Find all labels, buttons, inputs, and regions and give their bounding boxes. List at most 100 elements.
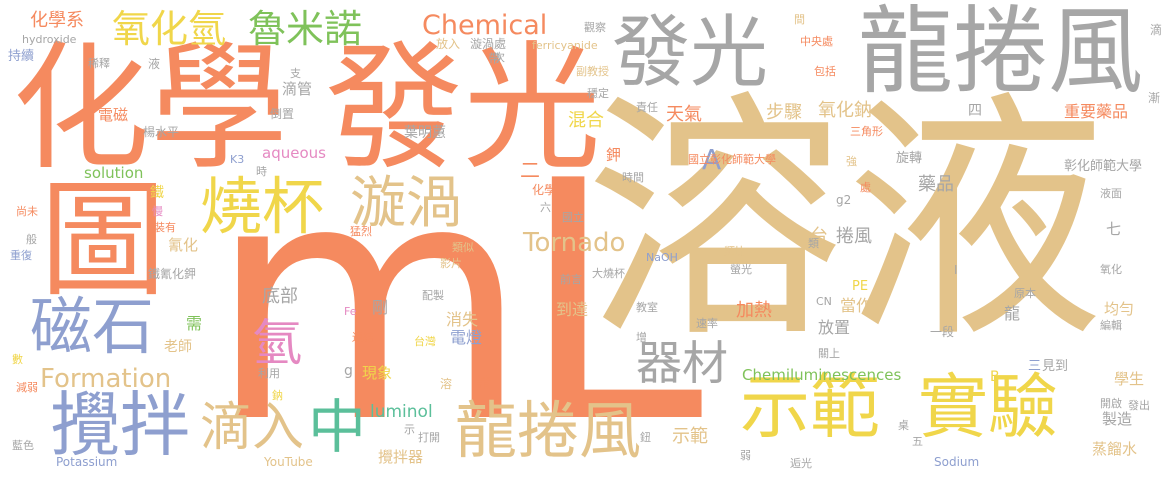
word-qiang: 強 (846, 155, 857, 168)
word-shu: 數 (12, 353, 23, 366)
word-long: 龍 (1004, 304, 1021, 323)
word-yeminghui: 葉明蕙 (404, 125, 446, 141)
word-fe: Fe (344, 305, 357, 318)
word-yaopin: 藥品 (918, 174, 954, 195)
word-leibi: 類比 (724, 245, 746, 258)
word-wu: 五 (912, 435, 923, 448)
word-ci: 次 (494, 51, 505, 64)
word-tornado: Tornado (523, 228, 626, 258)
word-cn: CN (816, 295, 832, 308)
word-man: 慢 (152, 205, 163, 218)
word-tianqi: 天氣 (666, 104, 702, 125)
word-shi-vert: 示 (404, 423, 415, 436)
word-laoshi: 老師 (164, 339, 192, 355)
word-xiaoshi: 消失 (446, 310, 479, 329)
word-jiare: 加熱 (736, 300, 772, 321)
word-xishi: 稀釋 (88, 57, 110, 70)
word-ban: 般 (26, 233, 37, 246)
word-guoli: 國立 (562, 211, 584, 224)
word-aqueous: aqueous (262, 144, 326, 162)
word-zhizao: 製造 (1102, 410, 1133, 428)
word-formation: Formation (40, 364, 172, 394)
word-jian-right: 漸 (1148, 91, 1161, 105)
word-qing-small: 請 (476, 374, 492, 392)
word-bianji: 編輯 (1100, 319, 1122, 332)
word-dakai: 打開 (418, 431, 440, 444)
word-yiduan: 一段 (930, 325, 955, 339)
word-rong-small: 溶 (440, 377, 453, 391)
word-rongye: 溶液 (585, 71, 1105, 373)
word-faguang-tr: 發光 (612, 8, 769, 98)
word-i-letter: I (954, 263, 958, 277)
word-jiaoshi: 教室 (636, 301, 658, 314)
word-daoda: 到達 (556, 300, 589, 319)
word-yuanben: 原本 (1014, 287, 1036, 300)
word-dianci: 電磁 (98, 106, 129, 124)
word-pe: PE (852, 279, 869, 294)
word-jiaobanqi: 攪拌器 (378, 448, 424, 466)
word-dashaobei: 大燒杯 (592, 267, 625, 280)
word-qing: 氫 (244, 316, 302, 366)
word-qianyan: 前言 (560, 273, 582, 286)
word-yanghuana: 氧化鈉 (818, 100, 872, 121)
word-si: 四 (968, 103, 982, 119)
word-shiyan: 實驗 (918, 366, 1058, 448)
word-naoh: NaOH (646, 251, 678, 264)
word-yanghuaqing: 氧化氫 (112, 7, 227, 51)
word-guancha: 觀察 (584, 21, 606, 34)
word-a-big: A (702, 143, 722, 176)
word-k3: K3 (230, 153, 245, 166)
word-qicai: 器材 (636, 336, 728, 390)
word-tu: 圖 (40, 167, 166, 314)
word-na-small: 鈉 (272, 389, 283, 402)
word-dangzuo: 當作 (840, 296, 873, 315)
word-xu: 需 (186, 314, 203, 333)
word-guoli-changhua: 國立彰化師範大學 (688, 153, 776, 166)
word-san: 三 (1028, 359, 1042, 374)
word-jiaoban: 攪拌 (50, 384, 190, 466)
word-shaobei: 燒杯 (200, 170, 325, 243)
word-jia: 鉀 (606, 146, 622, 164)
word-sodium: Sodium (934, 455, 980, 469)
word-qinghua: 氰化 (168, 236, 199, 254)
word-daozhi: 倒置 (270, 107, 295, 121)
word-peizhi: 配製 (422, 289, 444, 302)
word-longjuanfeng-b: 龍捲風 (455, 394, 642, 467)
word-ml: mL (208, 111, 703, 482)
word-dirui: 滴入 (200, 398, 305, 458)
word-tiqinghuajia: 鐵氰化鉀 (148, 267, 197, 281)
word-dai: 帶 (487, 52, 501, 64)
word-chixu: 持續 (8, 49, 35, 64)
word-niu: 鈕 (640, 431, 651, 444)
word-g2: g2 (836, 193, 852, 207)
word-di: 滴 (1150, 23, 1163, 37)
word-zhi: 支 (290, 67, 301, 80)
word-yanghua: 氧化 (1100, 263, 1122, 276)
word-shijian: 時間 (622, 171, 644, 184)
word-yangshuiping: 楊水平 (143, 125, 180, 139)
word-jian-top: 間 (794, 13, 805, 26)
word-fachu: 發出 (1128, 399, 1150, 412)
word-guanshang: 關上 (818, 347, 840, 360)
word-ye: 液 (148, 57, 161, 71)
word-menglie: 猛烈 (350, 225, 372, 238)
word-lei: 類 (808, 237, 819, 250)
word-xuanwochu: 漩渦處 (470, 37, 507, 51)
word-lanse: 藍色 (12, 439, 34, 452)
word-liangjie: 連結 (352, 331, 374, 344)
word-potassium: Potassium (56, 455, 118, 469)
word-changhua-r: 彰化師範大學 (1064, 159, 1143, 174)
word-shangwei: 尚未 (16, 205, 38, 218)
word-cishi: 磁石 (30, 290, 155, 363)
word-zhongguang: 逅光 (790, 457, 812, 470)
word-g-letter: g (344, 363, 353, 379)
word-zeng: 增 (636, 331, 647, 344)
word-baokuo: 包括 (814, 65, 836, 78)
word-xuesheng: 學生 (1114, 370, 1145, 388)
word-fangru: 放入 (436, 37, 461, 51)
word-zhuangyou: 裝有 (154, 221, 176, 234)
word-kaiqi: 開啟 (1100, 397, 1122, 410)
word-luminol: luminol (370, 402, 433, 422)
word-taiwan: 台灣 (414, 335, 436, 348)
